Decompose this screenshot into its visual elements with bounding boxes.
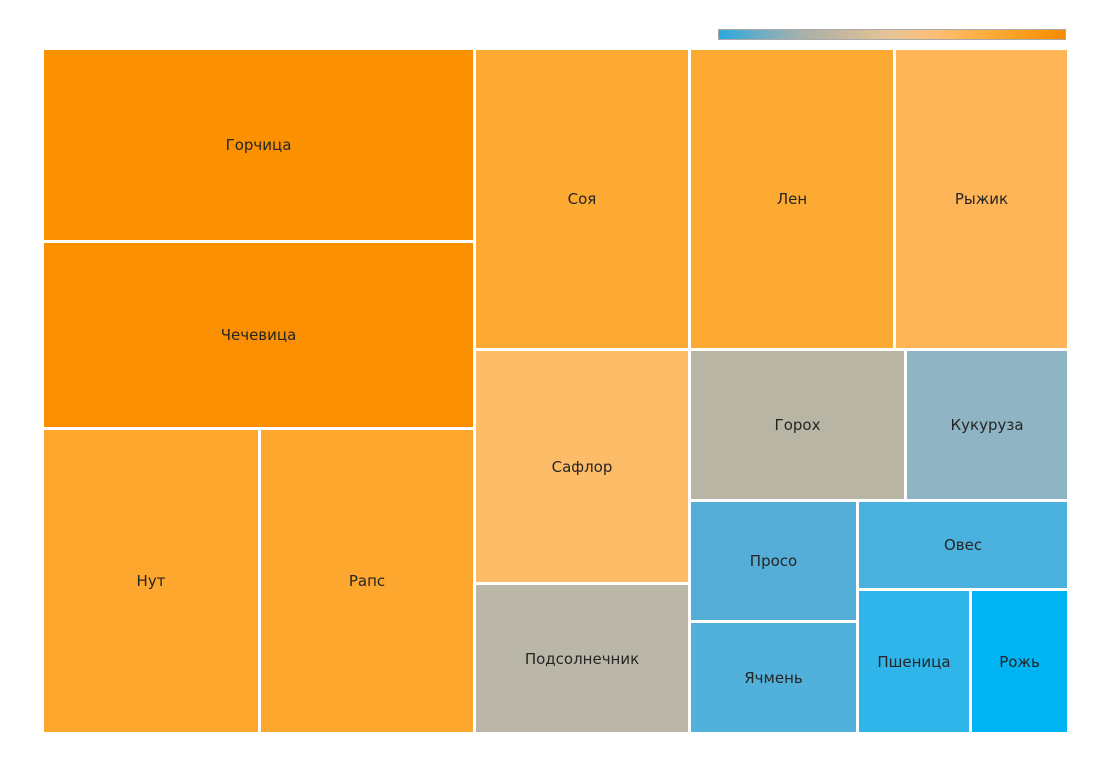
tile-label: Подсолнечник — [524, 649, 640, 668]
treemap-tile[interactable]: Горох — [691, 351, 904, 499]
tile-label: Горчица — [225, 136, 292, 154]
tile-label: Ячмень — [744, 668, 803, 687]
treemap-tile[interactable]: Соя — [476, 50, 688, 348]
treemap-tile[interactable]: Рапс — [261, 430, 473, 732]
tile-label: Нут — [136, 572, 166, 590]
tile-label: Просо — [749, 552, 798, 570]
tile-label: Рапс — [348, 572, 386, 590]
treemap-tile[interactable]: Просо — [691, 502, 856, 620]
tile-label: Соя — [567, 190, 597, 208]
treemap-tile[interactable]: Чечевица — [44, 243, 473, 427]
colorbar-gradient — [718, 29, 1066, 40]
treemap-tile[interactable]: Сафлор — [476, 351, 688, 582]
tile-label: Лен — [776, 190, 808, 208]
treemap-tile[interactable]: Рыжик — [896, 50, 1067, 348]
tile-label: Овес — [943, 536, 983, 554]
treemap-tile[interactable]: Подсолнечник — [476, 585, 688, 732]
tile-label: Сафлор — [551, 457, 613, 476]
tile-label: Рожь — [999, 652, 1040, 671]
tile-label: Рыжик — [954, 190, 1009, 208]
tile-label: Кукуруза — [950, 416, 1024, 434]
treemap-tile[interactable]: Пшеница — [859, 591, 969, 732]
treemap-tile[interactable]: Горчица — [44, 50, 473, 240]
treemap-tile[interactable]: Ячмень — [691, 623, 856, 732]
tile-label: Пшеница — [877, 652, 951, 671]
treemap-tile[interactable]: Нут — [44, 430, 258, 732]
treemap-tile[interactable]: Кукуруза — [907, 351, 1067, 499]
tile-label: Чечевица — [220, 326, 297, 344]
tile-label: Горох — [774, 416, 821, 434]
treemap-tile[interactable]: Лен — [691, 50, 893, 348]
treemap-tile[interactable]: Овес — [859, 502, 1067, 588]
treemap-tile[interactable]: Рожь — [972, 591, 1067, 732]
